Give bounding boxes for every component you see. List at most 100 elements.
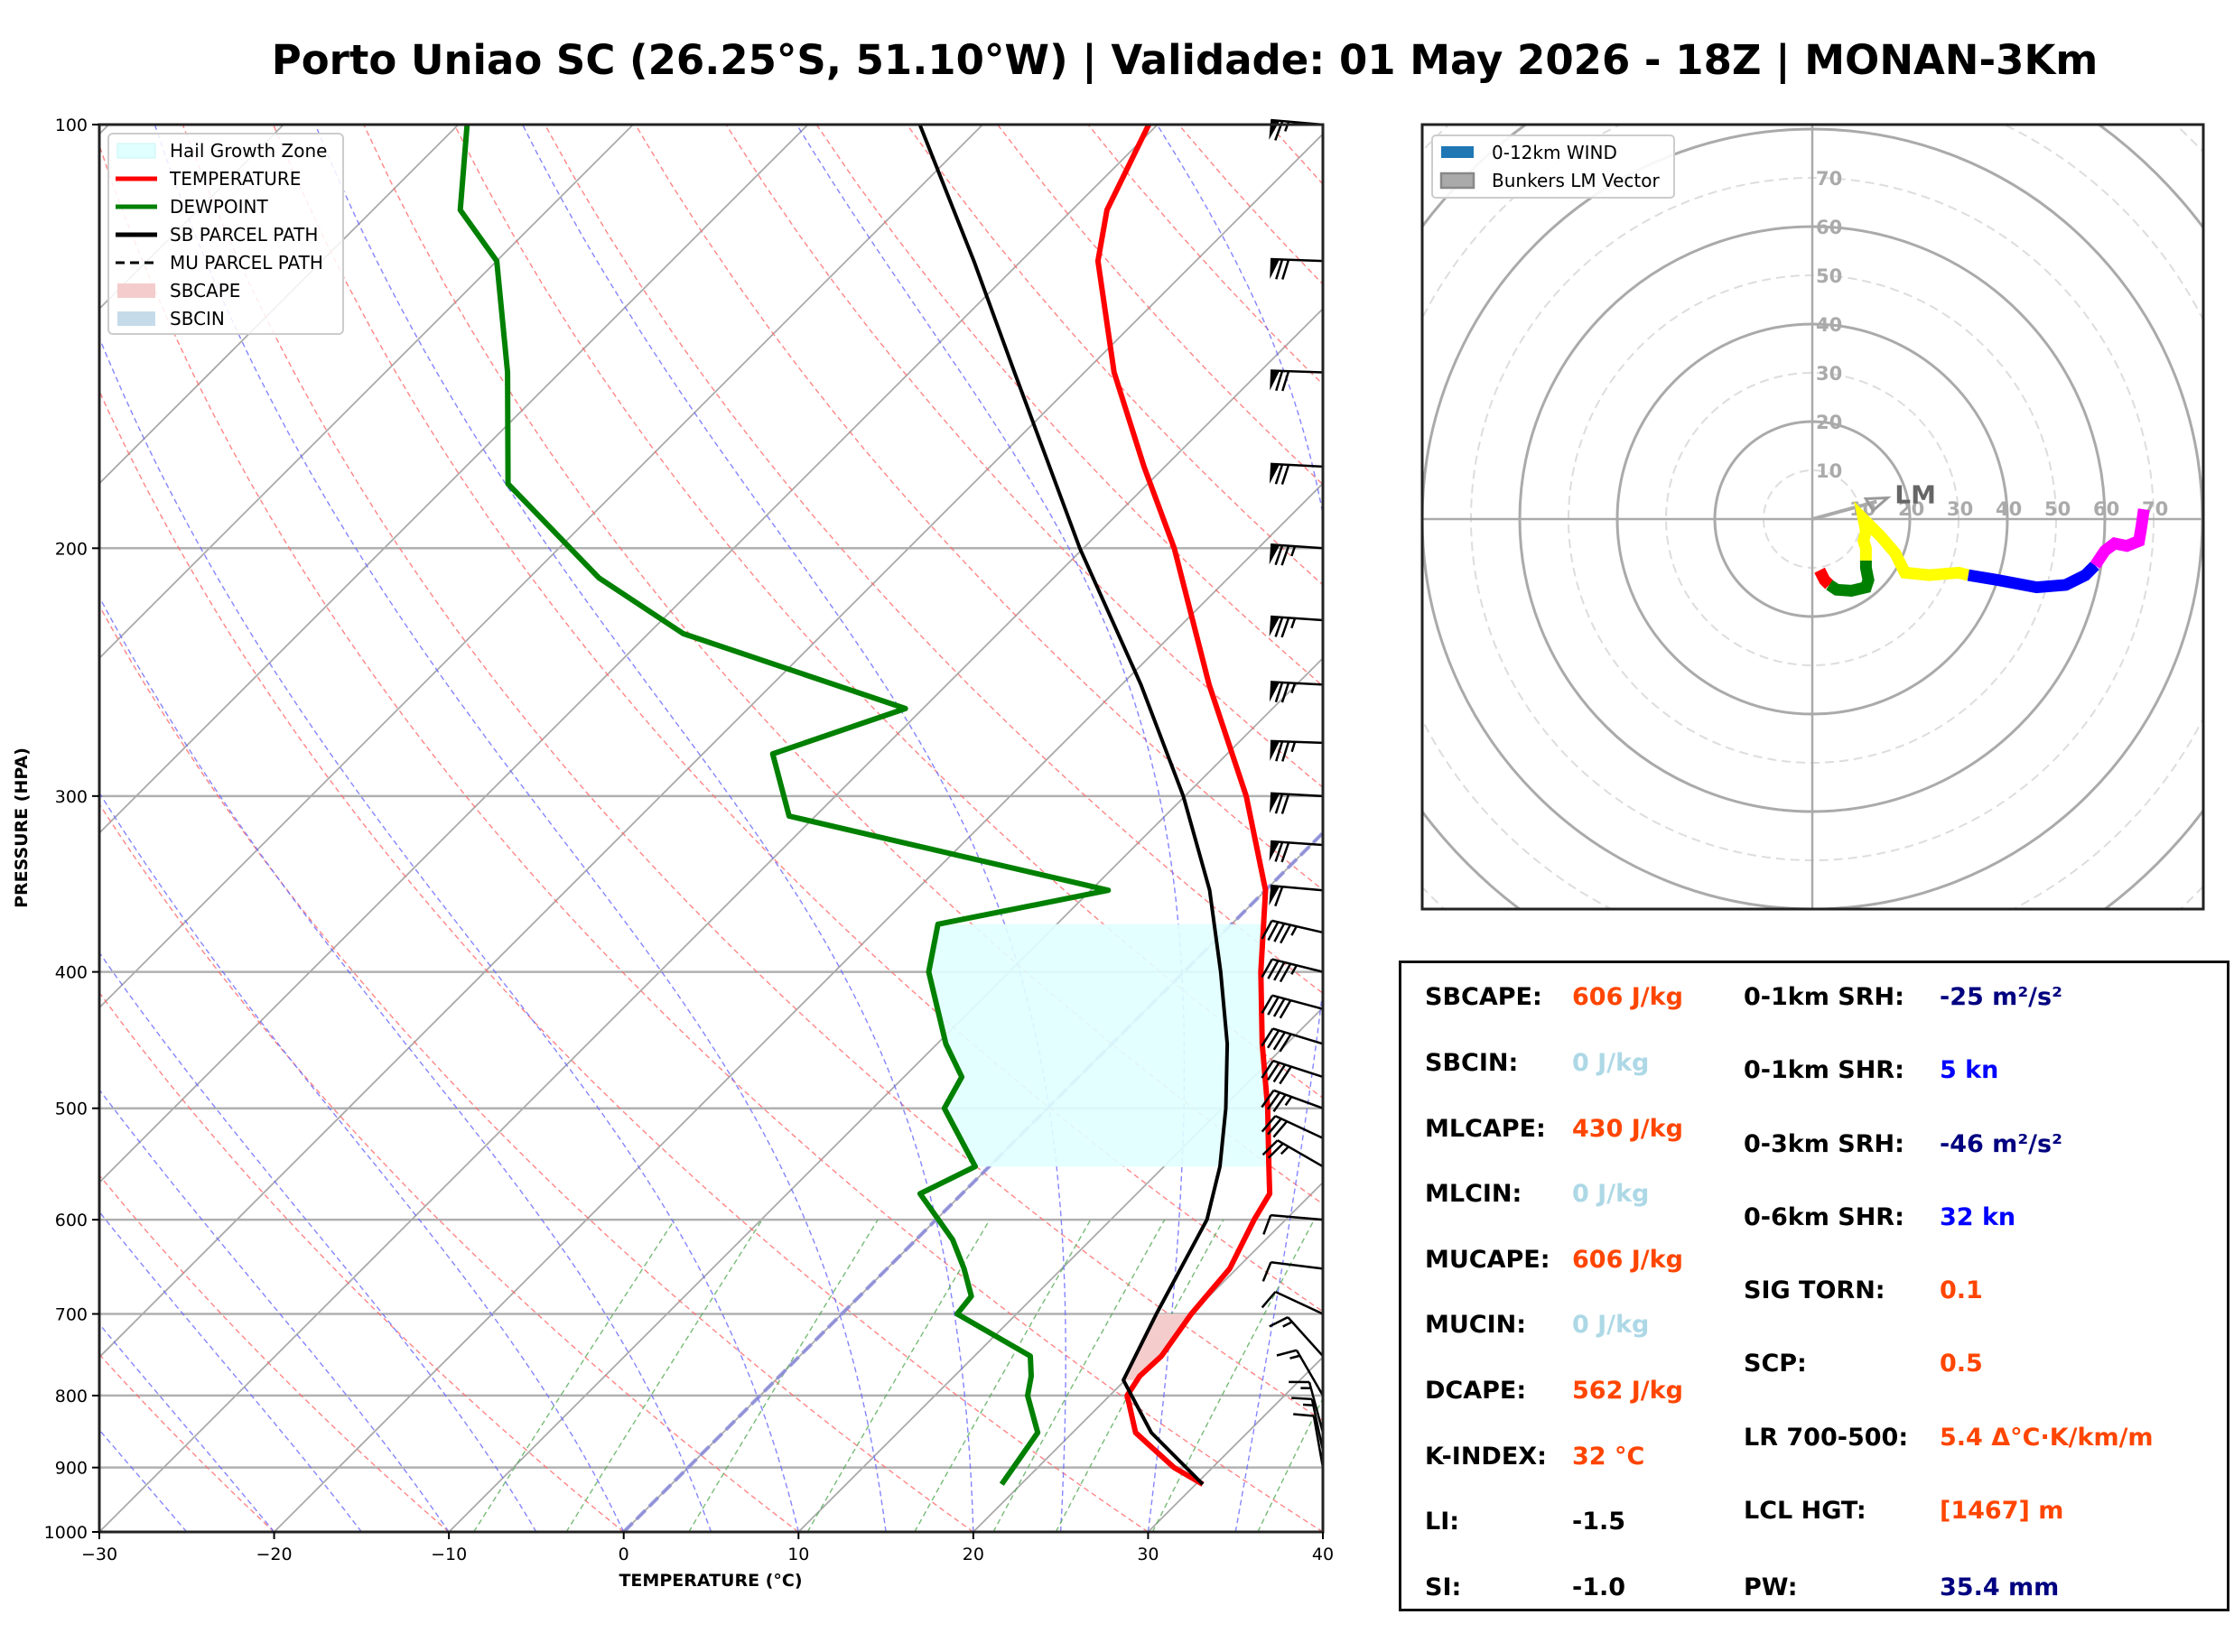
dry-adiabat-line [1360,125,1373,1532]
wind-barb-half [1289,1354,1300,1360]
wind-barb [1270,257,1324,280]
stat-label: MLCIN: [1425,1180,1522,1208]
wind-barb [1270,739,1324,762]
y-tick-label: 300 [55,787,88,807]
wind-barb-full [1272,1120,1289,1138]
wind-barb-flag [1269,840,1280,861]
wind-barb-staff [1270,739,1324,745]
wind-barb-half [1290,682,1297,693]
wind-barb-full [1274,617,1284,637]
wind-barb-staff [1312,1415,1325,1468]
hodo-ring [1518,225,2107,813]
dry-adiabat-line [363,125,1323,1205]
hodo-ring-label-v: 30 [1816,363,1842,385]
hodo-ring-minor [1665,372,1959,666]
isotherm-line [797,1007,1323,1532]
sb-parcel-path-line [917,125,1230,1486]
wind-barb-full [1280,841,1290,863]
wind-barb-full [1269,1316,1289,1328]
stat-value: 35.4 mm [1940,1573,2060,1601]
stat-value: -1.0 [1572,1573,1626,1601]
legend-label: SB PARCEL PATH [170,224,318,246]
wind-barb-half [1290,741,1297,753]
sbcape-fill-low [1123,1313,1192,1380]
wind-barb-full [1280,464,1290,485]
wind-barb-full [1267,921,1280,942]
stat-value: 5.4 Δ°C·K/km/m [1940,1424,2154,1452]
y-tick-label: 600 [55,1211,88,1230]
legend-label: 0-12km WIND [1492,142,1617,163]
hodo-ring-label-v: 50 [1816,265,1842,287]
chart-title: Porto Uniao SC (26.25°S, 51.10°W) | Vali… [0,36,2234,84]
moist-adiabat-line [99,1323,275,1532]
stat-label: SI: [1425,1573,1462,1601]
wind-barb-full [1261,1139,1279,1156]
stat-value: 562 J/kg [1572,1377,1683,1405]
dry-adiabat-line [1178,125,1323,285]
dry-adiabat-line [99,143,1323,1532]
x-tick-label: −30 [81,1545,117,1564]
wind-barb-half [1290,964,1298,975]
wind-barb-full [1272,998,1286,1017]
dry-adiabat-line [544,125,1323,995]
mixing-ratio-line [1257,1397,1323,1532]
legend-label: Hail Growth Zone [170,140,327,162]
wind-barb-staff [1271,462,1324,469]
legend-box [107,133,344,335]
wind-barb-flag [1269,544,1280,565]
wind-barb-full [1276,1349,1298,1357]
wind-barb-full [1280,545,1290,566]
isotherm-line [99,125,634,660]
wind-barb-full [1274,544,1284,566]
moist-adiabat-line [796,125,1186,1532]
stat-label: LR 700-500: [1744,1424,1909,1452]
wind-barb [1269,1316,1324,1358]
wind-barb-full [1279,963,1292,983]
wind-barb-full [1267,996,1280,1016]
chart-title-text: Porto Uniao SC (26.25°S, 51.10°W) | Vali… [271,36,2099,84]
wind-barb-full [1273,961,1286,981]
stat-label: PW: [1744,1573,1798,1601]
stat-label: 0-1km SRH: [1744,983,1904,1011]
hodo-ring-label-u: 10 [1849,498,1876,520]
hodograph-segment [1967,561,2099,594]
x-tick-label: 20 [963,1545,984,1564]
isotherm-line [99,125,1159,1184]
y-tick-label: 500 [55,1100,88,1119]
hodo-ring [1227,0,2234,1104]
bunkers-lm-label: LM [1894,480,1936,510]
stat-value: 32 kn [1940,1203,2016,1231]
hodo-ring-minor [1422,125,2203,909]
dry-adiabat-line [99,389,1149,1532]
wind-barb-staff [1310,1398,1325,1451]
dry-adiabat-line [453,125,1323,1100]
dry-adiabat-line [99,1174,450,1532]
stat-label: LCL HGT: [1744,1497,1866,1525]
wind-barb-full [1261,1090,1275,1109]
moist-adiabat-line [1322,1528,1323,1532]
wind-barb [1262,1213,1324,1235]
y-axis-title: PRESSURE (HPA) [12,747,32,908]
legend-swatch [1439,172,1475,190]
mixing-ratio-line [473,1219,675,1532]
wind-barb-full [1272,1063,1287,1083]
dry-adiabat-line [1087,125,1323,385]
wind-barb [1269,615,1324,638]
x-tick-label: 30 [1137,1545,1159,1564]
y-tick-label: 200 [55,539,88,559]
stat-label: MUCIN: [1425,1311,1527,1339]
wind-barb-full [1291,1397,1313,1401]
mixing-ratio-line [914,1219,1092,1532]
hodo-ring [1422,125,2203,909]
dry-adiabat-line [815,125,1323,687]
wind-barb-staff [1271,543,1324,550]
dry-adiabat-line [272,125,1323,1313]
stat-value: 606 J/kg [1572,983,1683,1011]
dry-adiabat-line [725,125,1323,789]
wind-barb [1261,1139,1324,1168]
stat-label: 0-6km SHR: [1744,1203,1904,1231]
wind-barb [1291,1397,1325,1451]
wind-barb-half [1284,121,1290,132]
wind-barb-full [1275,259,1284,280]
dry-adiabat-line [99,991,625,1532]
